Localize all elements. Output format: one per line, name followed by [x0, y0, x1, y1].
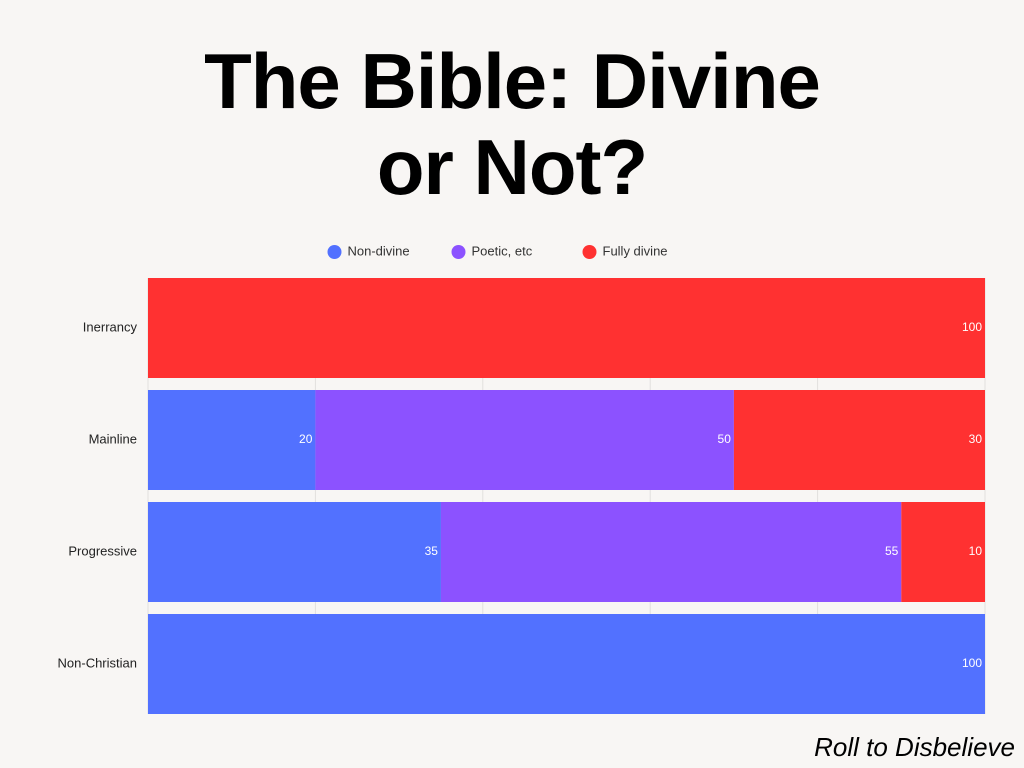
- bar-segment: [148, 278, 985, 378]
- bar-segment: [733, 390, 985, 490]
- y-tick-label: Progressive: [68, 543, 137, 558]
- footer: Roll to Disbelieve: [814, 732, 1015, 762]
- bar-segment: [148, 502, 441, 602]
- data-label: 100: [962, 320, 982, 334]
- data-label: 100: [962, 656, 982, 670]
- bar-segment: [148, 390, 316, 490]
- bar-segment: [440, 502, 902, 602]
- chart-title: The Bible: Divine or Not?: [204, 37, 821, 211]
- legend-label: Poetic, etc: [472, 243, 533, 258]
- y-tick-label: Inerrancy: [83, 319, 138, 334]
- data-label: 20: [299, 432, 313, 446]
- legend-label: Fully divine: [603, 243, 668, 258]
- bar-segment: [901, 502, 985, 602]
- y-tick-label: Mainline: [89, 431, 137, 446]
- data-label: 10: [969, 544, 983, 558]
- data-label: 55: [885, 544, 899, 558]
- data-label: 50: [718, 432, 732, 446]
- legend-swatch: [451, 245, 466, 259]
- bar-segment: [315, 390, 734, 490]
- data-label: 35: [425, 544, 439, 558]
- bar-segment: [148, 614, 985, 714]
- legend-swatch: [327, 245, 342, 259]
- data-label: 30: [969, 432, 983, 446]
- y-tick-label: Non-Christian: [58, 655, 137, 670]
- legend-swatch: [582, 245, 597, 259]
- legend-label: Non-divine: [348, 243, 410, 258]
